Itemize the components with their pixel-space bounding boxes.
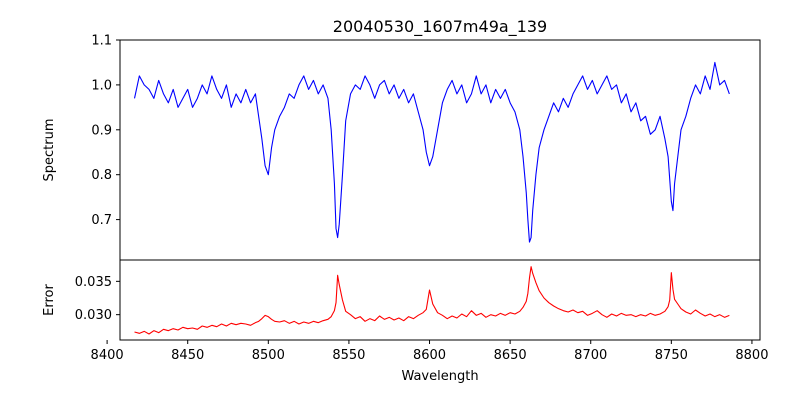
wavelength-axis-label: Wavelength: [401, 369, 478, 384]
error-axes-frame: [119, 259, 761, 341]
error-ytick-label: 0.035: [75, 275, 112, 290]
wavelength-xtick-label: 8450: [171, 348, 204, 363]
spectrum-axes: 0.7 0.8 0.9 1.0 1.1: [91, 34, 761, 261]
wavelength-xtick-label: 8550: [332, 348, 365, 363]
spectrum-ytick-label: 1.1: [91, 34, 112, 49]
chart-title: 20040530_1607m49a_139: [333, 17, 547, 37]
spectrum-ytick-label: 1.0: [91, 78, 112, 93]
spectrum-ytick-label: 0.8: [91, 168, 112, 183]
spectrum-series-line: [133, 61, 730, 243]
spectrum-axes-frame: [119, 39, 761, 261]
error-axes: 0.030 0.035 8400 8450 8500 8550 8600 8650 8700 87…: [75, 259, 768, 363]
spectrum-axis-label: Spectrum: [42, 119, 57, 182]
error-ytick-label: 0.030: [75, 308, 112, 323]
wavelength-xtick-label: 8700: [574, 348, 607, 363]
error-series-line: [134, 266, 730, 335]
wavelength-xtick-label: 8750: [655, 348, 688, 363]
wavelength-xtick-label: 8400: [91, 348, 124, 363]
wavelength-xtick-label: 8500: [252, 348, 285, 363]
spectrum-ytick-label: 0.7: [91, 213, 112, 228]
wavelength-xtick-label: 8600: [413, 348, 446, 363]
spectrum-ytick-label: 0.9: [91, 123, 112, 138]
wavelength-xtick-label: 8650: [494, 348, 527, 363]
error-axis-label: Error: [42, 284, 57, 316]
wavelength-xtick-label: 8800: [735, 348, 768, 363]
